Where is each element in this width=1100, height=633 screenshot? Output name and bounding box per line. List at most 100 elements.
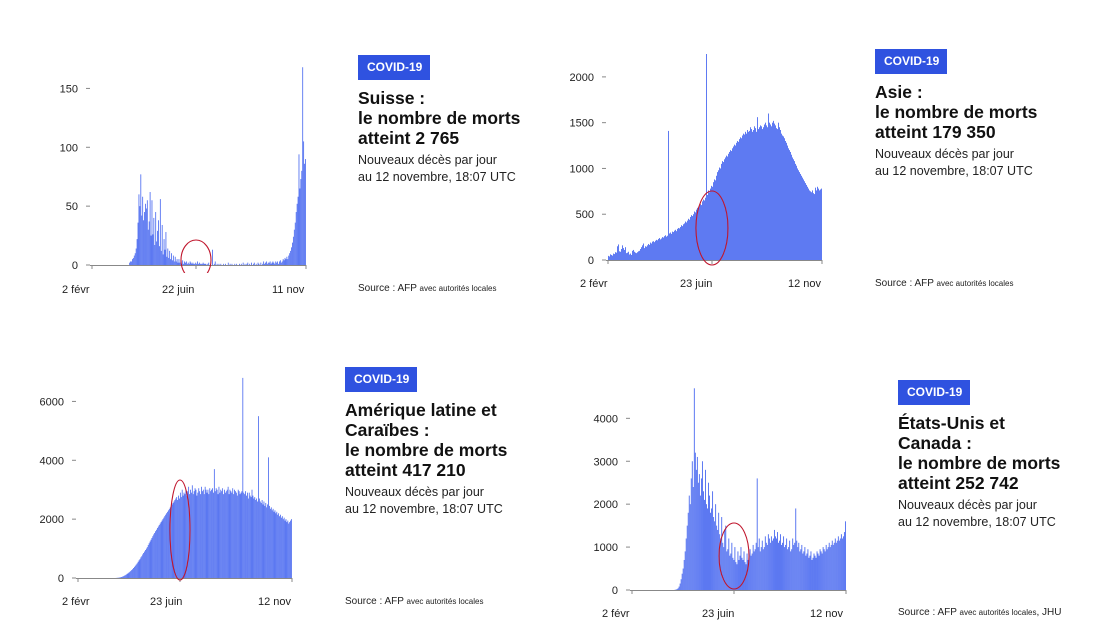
bar: [803, 551, 805, 591]
bar: [685, 221, 686, 260]
x-tick-label: 12 nov: [788, 278, 822, 290]
bar: [812, 557, 814, 590]
y-tick-label: 100: [60, 142, 78, 154]
bar: [658, 238, 659, 260]
bar: [689, 219, 690, 260]
bar: [274, 510, 276, 578]
bar: [748, 131, 749, 260]
bar: [644, 248, 645, 260]
bar: [686, 222, 687, 260]
bar: [251, 262, 252, 265]
highlight-ellipse: [718, 522, 750, 590]
bar: [304, 163, 305, 265]
bar: [218, 486, 220, 578]
bar: [254, 497, 256, 578]
bar: [843, 532, 845, 590]
bar: [699, 495, 701, 590]
bar: [272, 508, 274, 578]
bar: [753, 129, 754, 260]
bar: [725, 525, 727, 591]
bar: [168, 510, 169, 578]
bar: [242, 262, 244, 265]
bar: [804, 181, 805, 260]
bar: [747, 129, 748, 260]
bar: [811, 559, 813, 590]
bar: [697, 207, 698, 260]
bar: [207, 489, 209, 578]
bar: [146, 200, 148, 265]
bar: [179, 492, 181, 578]
bar: [673, 232, 674, 260]
y-tick-label: 2000: [594, 499, 618, 511]
y-tick-label: 3000: [594, 456, 618, 468]
bar: [723, 162, 724, 260]
bar: [236, 495, 238, 578]
bar: [203, 263, 205, 265]
bar: [192, 494, 194, 578]
bar: [187, 491, 189, 578]
bar: [765, 122, 766, 260]
source-detail: avec autorités locales: [419, 284, 497, 293]
bar: [823, 549, 825, 590]
bar: [731, 151, 732, 260]
bar: [651, 243, 652, 260]
bar: [238, 491, 240, 578]
bar: [204, 263, 206, 265]
bar: [801, 544, 803, 590]
bar: [817, 553, 819, 590]
source-detail: avec autorités locales: [959, 608, 1037, 617]
asie-text-block: COVID-19 Asie : le nombre de morts attei…: [875, 49, 1037, 180]
bar: [138, 194, 140, 265]
bar: [165, 514, 167, 578]
bar: [795, 508, 797, 590]
bar: [274, 263, 276, 265]
bar: [269, 261, 271, 265]
bar: [828, 542, 830, 590]
bar: [712, 186, 713, 260]
bar: [284, 257, 286, 265]
bar: [784, 138, 785, 260]
bar: [690, 478, 692, 590]
bar: [726, 155, 727, 260]
bar: [158, 246, 160, 265]
bar: [178, 259, 180, 265]
bar: [735, 562, 737, 590]
bar: [711, 185, 712, 260]
bar: [775, 125, 776, 260]
bar: [132, 257, 134, 265]
bar: [148, 543, 150, 578]
bar: [666, 236, 667, 260]
bar: [724, 159, 725, 260]
bar: [705, 197, 706, 260]
y-tick-label: 2000: [40, 514, 64, 526]
bar: [714, 179, 715, 260]
bar: [756, 131, 757, 260]
bar: [751, 129, 752, 260]
bar: [800, 173, 801, 260]
bar: [165, 232, 167, 265]
bar: [206, 492, 208, 578]
bar: [826, 549, 828, 590]
bar: [136, 563, 138, 578]
bar: [789, 540, 791, 590]
bar: [810, 191, 811, 260]
bar: [280, 514, 281, 578]
bar: [282, 259, 284, 265]
bar: [242, 377, 244, 578]
bar: [277, 261, 278, 265]
bar: [152, 234, 154, 265]
y-tick-label: 4000: [40, 455, 64, 467]
bar: [821, 188, 822, 260]
bar: [151, 200, 153, 265]
bar: [244, 494, 246, 578]
bar: [191, 263, 193, 265]
bar: [833, 542, 835, 590]
bar: [245, 491, 246, 578]
bar: [194, 488, 196, 578]
bar: [624, 249, 625, 260]
bar: [809, 555, 811, 590]
bar: [779, 540, 780, 590]
bar: [776, 128, 777, 260]
bar: [296, 203, 298, 265]
bar: [629, 254, 630, 260]
